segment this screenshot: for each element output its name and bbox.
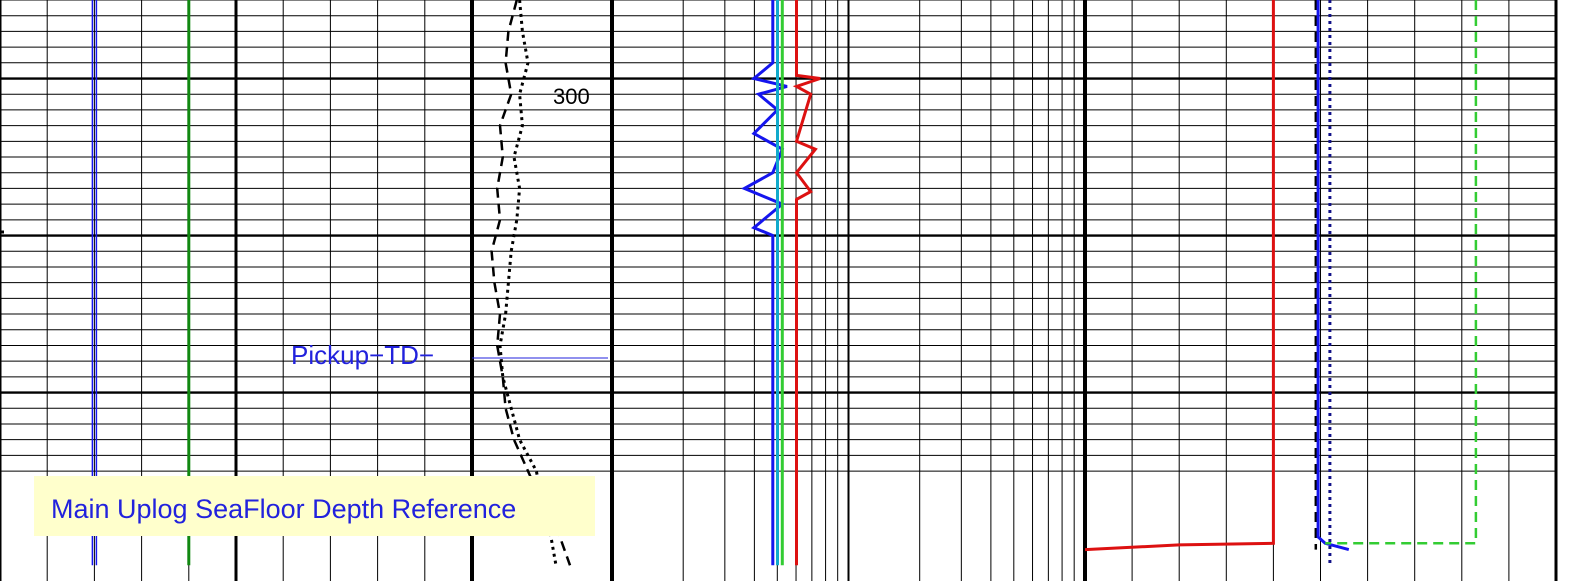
track-4-blue-curve	[1316, 0, 1350, 552]
track-3-red-curve	[792, 0, 821, 566]
depth-tick-label: 300	[553, 84, 590, 109]
pickup-td-annotation: Pickup−TD−	[291, 340, 435, 370]
depth-reference-label: Main Uplog SeaFloor Depth Reference	[51, 494, 517, 524]
reference-label-box	[34, 476, 595, 536]
track-2-black-curve	[490, 0, 572, 566]
track-4-light_green-curve	[1325, 0, 1478, 545]
track-4-red-curve	[1084, 0, 1275, 552]
track-3-blue-curve	[740, 0, 788, 566]
